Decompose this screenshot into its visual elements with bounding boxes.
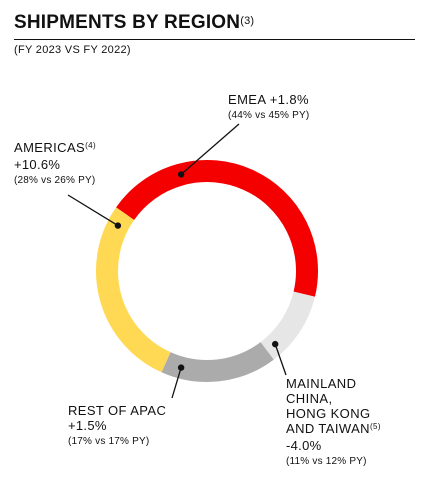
label-rest-of-apac: REST OF APAC +1.5% (17% vs 17% PY) — [68, 403, 166, 449]
label-emea-comparison: (44% vs 45% PY) — [228, 110, 310, 121]
donut-slice-rest-of-apac — [161, 341, 274, 382]
label-greater-china: MAINLAND CHINA, HONG KONG AND TAIWAN(5) … — [286, 376, 381, 469]
leader-line — [274, 343, 287, 376]
label-emea: EMEA +1.8% (44% vs 45% PY) — [228, 92, 309, 123]
leader-dot — [177, 171, 185, 178]
label-emea-title: EMEA +1.8% — [228, 92, 309, 107]
label-greater-china-line-1: MAINLAND — [286, 376, 357, 391]
label-americas: AMERICAS(4) +10.6% (28% vs 26% PY) — [14, 140, 96, 188]
chart-title: SHIPMENTS BY REGION(3) — [14, 12, 255, 33]
label-greater-china-line-4: AND TAIWAN(5) — [286, 421, 381, 436]
leader-line — [171, 367, 182, 399]
label-americas-comparison: (28% vs 26% PY) — [14, 175, 96, 186]
leader-dot — [271, 340, 279, 348]
label-greater-china-change: -4.0% — [286, 438, 322, 453]
label-greater-china-line-3: HONG KONG — [286, 406, 371, 421]
title-divider — [14, 39, 415, 40]
label-greater-china-line-2: CHINA, — [286, 391, 333, 406]
label-greater-china-comparison: (11% vs 12% PY) — [286, 456, 367, 467]
leader-line — [67, 194, 119, 227]
title-footnote-marker: (3) — [240, 15, 255, 27]
label-americas-title: AMERICAS(4) — [14, 140, 97, 155]
donut-slice-emea — [116, 160, 318, 297]
label-rest-of-apac-comparison: (17% vs 17% PY) — [68, 436, 150, 447]
donut-slice-mainland-china-hong-kong-and-taiwan — [260, 291, 315, 360]
leader-dot — [177, 364, 185, 371]
leader-dot — [114, 222, 122, 229]
label-rest-of-apac-change: +1.5% — [68, 418, 107, 433]
donut-slice-americas — [96, 207, 171, 373]
label-americas-change: +10.6% — [14, 157, 61, 172]
label-rest-of-apac-title: REST OF APAC — [68, 403, 167, 418]
chart-subtitle: (FY 2023 VS FY 2022) — [14, 44, 131, 56]
leader-line — [180, 123, 240, 175]
